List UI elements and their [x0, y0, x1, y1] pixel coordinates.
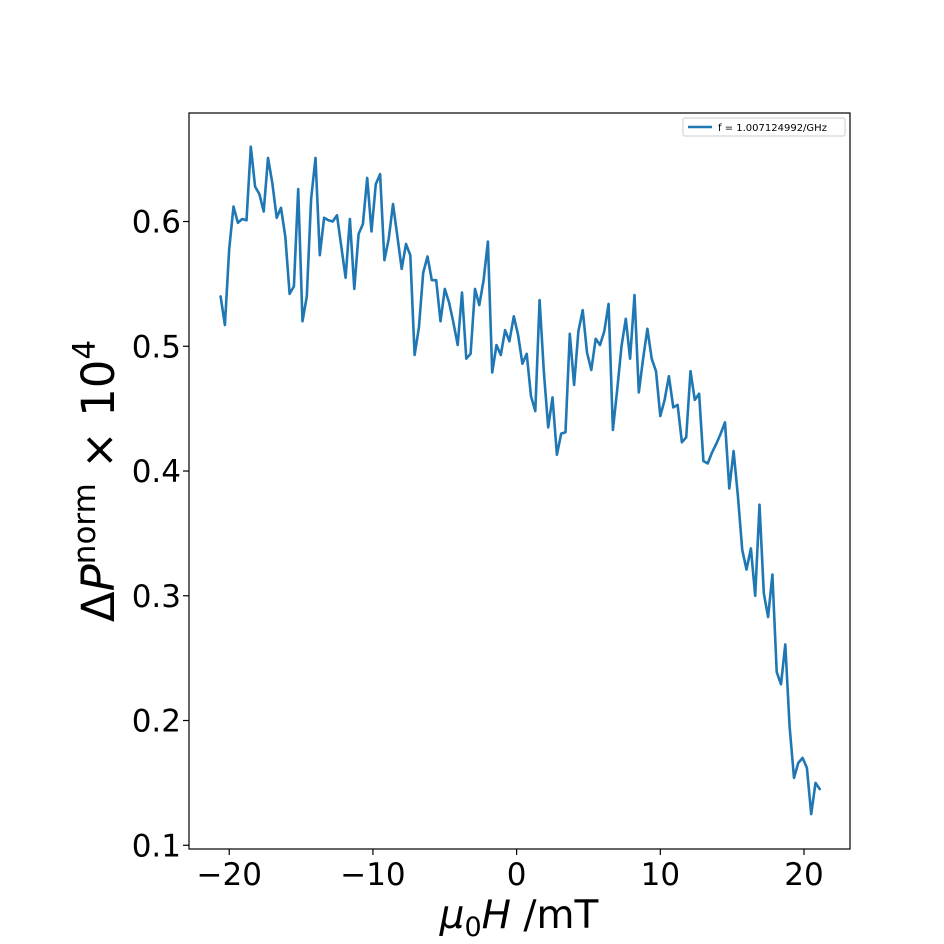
x-tick-label: −10 — [340, 857, 405, 893]
x-tick-label: −20 — [197, 857, 262, 893]
y-tick-label: 0.2 — [132, 704, 181, 740]
y-tick-label: 0.5 — [132, 329, 181, 365]
y-tick-label: 0.1 — [132, 828, 181, 864]
legend-box — [682, 117, 846, 137]
series-layer — [219, 145, 822, 816]
series-line — [219, 145, 822, 816]
y-tick-label: 0.3 — [132, 579, 181, 615]
x-tick-label: 10 — [641, 857, 680, 893]
x-tick-label: 0 — [507, 857, 527, 893]
legend: f = 1.007124992/GHz — [682, 117, 846, 137]
x-tick-label: 20 — [784, 857, 823, 893]
legend-label: f = 1.007124992/GHz — [718, 123, 827, 134]
ticks-layer: −20 −10 0 10 20 0.1 0.2 0.3 0.4 0.5 0.6 — [132, 205, 824, 893]
y-tick-label: 0.6 — [132, 205, 181, 241]
y-axis-label: ΔPnorm × 104 — [67, 340, 125, 622]
x-axis-label: μ0H /mT — [439, 893, 599, 943]
plot-frame — [188, 112, 851, 850]
y-tick-label: 0.4 — [132, 454, 181, 490]
plot-area-background — [189, 113, 850, 849]
